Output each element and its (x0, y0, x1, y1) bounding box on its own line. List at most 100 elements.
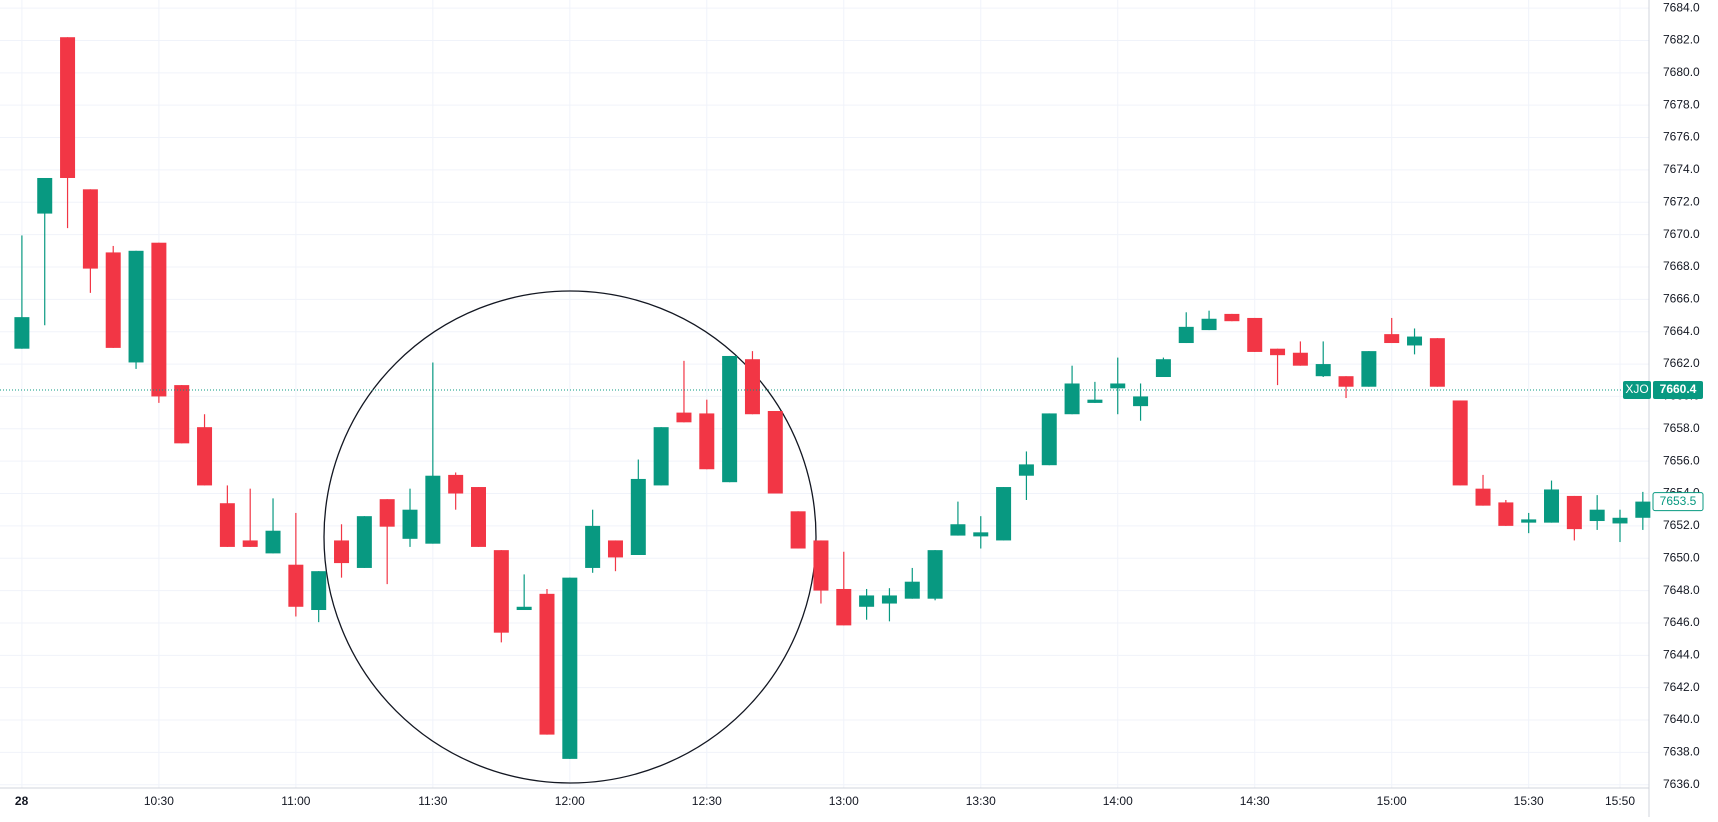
candle-body (448, 474, 464, 494)
candle-body (1041, 413, 1057, 466)
candle-body (881, 595, 897, 604)
candle-body (471, 487, 486, 547)
candle-body (1475, 488, 1491, 506)
y-tick-label: 7680.0 (1663, 65, 1700, 79)
candle-body (904, 581, 920, 599)
candle-body (1247, 317, 1263, 352)
x-tick-label: 14:00 (1103, 794, 1133, 808)
candle-body (379, 499, 395, 527)
candle-body (1544, 489, 1560, 523)
y-tick-label: 7640.0 (1663, 712, 1700, 726)
candle-body (539, 593, 555, 735)
y-tick-label: 7678.0 (1663, 97, 1700, 111)
candle-body (1201, 318, 1217, 331)
candle-body (1589, 509, 1605, 522)
x-tick-label: 12:30 (692, 794, 722, 808)
candle-body (585, 525, 601, 568)
candle-body (82, 189, 98, 269)
candle-body (219, 503, 235, 547)
candle-body (1361, 351, 1377, 387)
candle-body (356, 516, 372, 568)
candle-body (1384, 334, 1400, 344)
candle-body (927, 550, 943, 599)
candle-body (1224, 313, 1240, 322)
candle-body (859, 595, 875, 607)
y-tick-label: 7656.0 (1663, 453, 1700, 467)
candle-body (653, 427, 669, 486)
candle-body (1498, 502, 1514, 526)
candle-body (37, 177, 53, 214)
y-tick-label: 7644.0 (1663, 647, 1700, 661)
y-tick-label: 7668.0 (1663, 259, 1700, 273)
x-tick-label: 11:00 (281, 794, 310, 808)
candle-body (1612, 517, 1628, 524)
candle-body (151, 242, 167, 397)
x-tick-label: 13:00 (829, 794, 859, 808)
x-tick-label: 14:30 (1240, 794, 1270, 808)
candle-body (105, 252, 121, 348)
candle-body (311, 571, 327, 611)
y-tick-label: 7642.0 (1663, 680, 1700, 694)
candle-body (630, 478, 646, 555)
x-tick-label: 12:00 (555, 794, 585, 808)
candle-body (334, 540, 350, 564)
candle-body (128, 250, 144, 363)
price-label: 7653.5 (1660, 494, 1697, 508)
candle-body (767, 410, 783, 494)
x-tick-label: 15:00 (1377, 794, 1407, 808)
candle-body (562, 577, 578, 759)
candle-body (425, 475, 441, 544)
candle-body (744, 359, 760, 415)
symbol-label: XJO (1625, 382, 1648, 396)
y-tick-label: 7636.0 (1663, 777, 1700, 791)
price-badge (1652, 492, 1704, 512)
candle-body (516, 606, 532, 611)
candle-body (836, 588, 852, 626)
candle-body (973, 532, 989, 537)
candle-body (1270, 348, 1286, 356)
candle-body (1292, 352, 1308, 366)
candle-body (288, 564, 304, 607)
candle-body (402, 509, 418, 539)
candle-body (790, 511, 806, 549)
candle-body (1133, 396, 1149, 407)
x-tick-label: 13:30 (966, 794, 996, 808)
x-tick-label: 15:50 (1605, 794, 1635, 808)
x-tick-label: 10:30 (144, 794, 174, 808)
candle-body (699, 413, 715, 470)
y-tick-label: 7682.0 (1663, 33, 1700, 47)
y-tick-label: 7646.0 (1663, 615, 1700, 629)
candle-body (60, 37, 76, 178)
candle-body (265, 530, 281, 554)
y-tick-label: 7672.0 (1663, 194, 1700, 208)
candle-body (1110, 383, 1126, 389)
candle-body (1521, 519, 1537, 523)
candle-body (1338, 376, 1354, 387)
candle-body (676, 412, 692, 423)
candle-body (950, 524, 966, 536)
candle-body (1087, 399, 1103, 403)
candle-body (996, 487, 1012, 541)
y-tick-label: 7674.0 (1663, 162, 1700, 176)
candle-body (607, 540, 623, 558)
candle-body (1064, 383, 1080, 415)
x-tick-label: 11:30 (418, 794, 447, 808)
y-tick-label: 7658.0 (1663, 421, 1700, 435)
y-tick-label: 7670.0 (1663, 227, 1700, 241)
candle-body (242, 540, 258, 547)
y-tick-label: 7666.0 (1663, 292, 1700, 306)
candle-body (1155, 359, 1171, 378)
candle-body (722, 355, 738, 483)
price-badge (1653, 380, 1703, 399)
y-tick-label: 7684.0 (1663, 0, 1700, 14)
candle-body (1315, 364, 1331, 377)
y-tick-label: 7662.0 (1663, 356, 1700, 370)
candle-body (493, 550, 509, 633)
y-tick-label: 7652.0 (1663, 518, 1700, 532)
y-tick-label: 7676.0 (1663, 130, 1700, 144)
y-tick-label: 7664.0 (1663, 324, 1700, 338)
candle-body (1178, 326, 1194, 344)
candle-body (174, 385, 190, 444)
